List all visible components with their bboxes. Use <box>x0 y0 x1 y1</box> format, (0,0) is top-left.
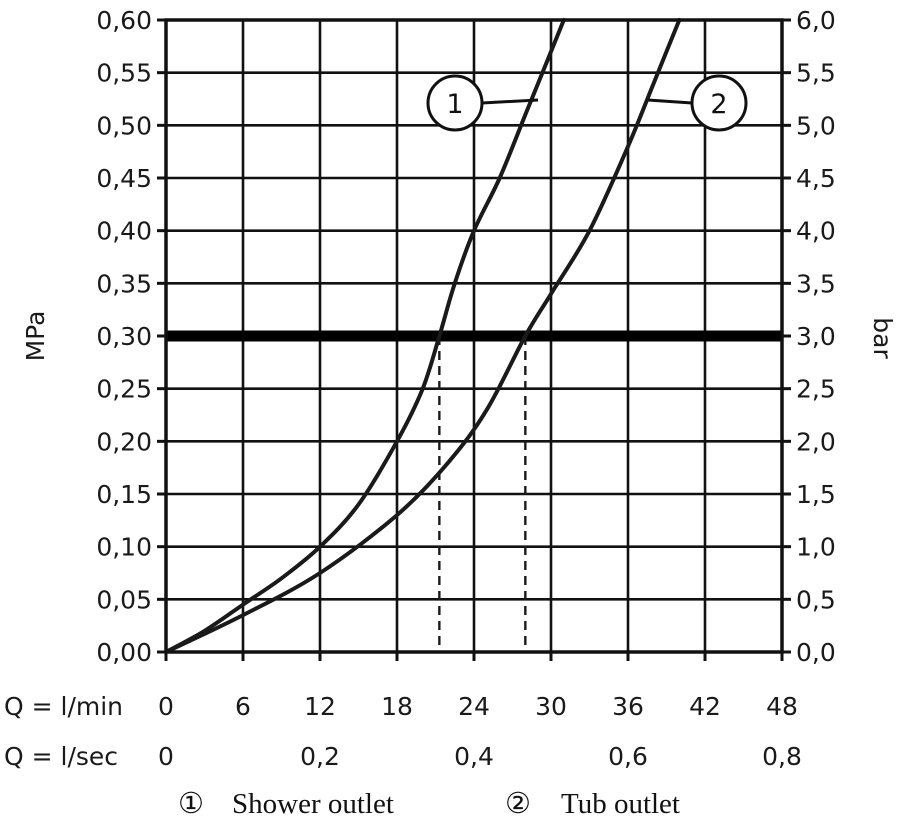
callout-circle-1 <box>426 74 484 132</box>
y-tick-label-right: 3,5 <box>796 269 836 298</box>
x-tick-label: 30 <box>535 692 567 721</box>
y-tick-label-left: 0,05 <box>96 585 152 614</box>
x-tick-label: 12 <box>304 692 336 721</box>
legend-marker-1: ① <box>178 788 204 820</box>
x-tick-label: 0 <box>158 692 174 721</box>
y-tick-labels-right: 0,0 0,5 1,0 1,5 2,0 2,5 3,0 3,5 4,0 4,5 5,0 5,5 6,0 <box>796 6 836 667</box>
callout-label-2: 2 <box>710 89 727 120</box>
y-tick-label-right: 5,0 <box>796 111 836 140</box>
x-tick-label: 48 <box>766 692 798 721</box>
x-tick-label-secondary: 0,4 <box>454 742 494 771</box>
legend-label-1: Shower outlet <box>232 788 394 820</box>
series-line-2 <box>164 18 682 654</box>
legend: ① Shower outlet ② Tub outlet <box>178 788 680 820</box>
y-tick-label-left: 0,50 <box>96 111 152 140</box>
series-line-1 <box>164 18 566 654</box>
callout-circle-2 <box>690 74 748 132</box>
x-axis-label: Q = l/min <box>4 692 123 721</box>
x-tick-label: 36 <box>612 692 644 721</box>
x-tick-label-secondary: 0,8 <box>762 742 802 771</box>
y-tick-label-right: 0,0 <box>796 638 836 667</box>
x-tick-label: 6 <box>235 692 251 721</box>
y-tick-label-left: 0,45 <box>96 164 152 193</box>
callout-label-1: 1 <box>446 89 463 120</box>
y-tick-label-left: 0,55 <box>96 59 152 88</box>
x-tick-label: 24 <box>458 692 490 721</box>
x-tick-label: 18 <box>381 692 413 721</box>
legend-label-2: Tub outlet <box>561 788 680 820</box>
y-tick-label-right: 2,0 <box>796 427 836 456</box>
y-tick-label-left: 0,60 <box>96 6 152 35</box>
callout-leader-2 <box>647 98 693 105</box>
y-tick-label-right: 1,5 <box>796 480 836 509</box>
y-tick-label-left: 0,10 <box>96 533 152 562</box>
y-tick-label-left: 0,15 <box>96 480 152 509</box>
y-tick-labels-left: 0,00 0,05 0,10 0,15 0,20 0,25 0,30 0,35 0,40 0,45… <box>96 6 152 667</box>
y-tick-label-right: 5,5 <box>796 59 836 88</box>
x-tick-labels-secondary: 0 0,2 0,4 0,6 0,8 <box>158 742 802 771</box>
x-tick-label: 42 <box>689 692 721 721</box>
y-tick-label-right: 1,0 <box>796 533 836 562</box>
x-tick-label-secondary: 0 <box>158 742 174 771</box>
x-tick-label-secondary: 0,2 <box>300 742 340 771</box>
y-tick-label-right: 6,0 <box>796 6 836 35</box>
y-tick-label-right: 0,5 <box>796 585 836 614</box>
callout-leader-1 <box>481 98 539 105</box>
x-axis-label-secondary: Q = l/sec <box>4 742 118 771</box>
y-tick-label-right: 2,5 <box>796 375 836 404</box>
y-tick-label-left: 0,35 <box>96 269 152 298</box>
y-tick-label-left: 0,00 <box>96 638 152 667</box>
series-layer <box>164 18 682 654</box>
y-tick-label-left: 0,20 <box>96 427 152 456</box>
legend-marker-2: ② <box>505 788 531 820</box>
y-tick-label-left: 0,40 <box>96 217 152 246</box>
y-tick-label-right: 3,0 <box>796 322 836 351</box>
x-tick-labels: 0 6 12 18 24 30 36 42 48 <box>158 692 798 721</box>
y-tick-label-right: 4,5 <box>796 164 836 193</box>
y-tick-label-left: 0,25 <box>96 375 152 404</box>
x-tick-label-secondary: 0,6 <box>608 742 648 771</box>
y-tick-label-left: 0,30 <box>96 322 152 351</box>
plot-frame <box>157 18 791 661</box>
y-tick-label-right: 4,0 <box>796 217 836 246</box>
y-axis-title-left: MPa <box>21 311 50 362</box>
y-axis-title-right: bar <box>868 317 897 359</box>
